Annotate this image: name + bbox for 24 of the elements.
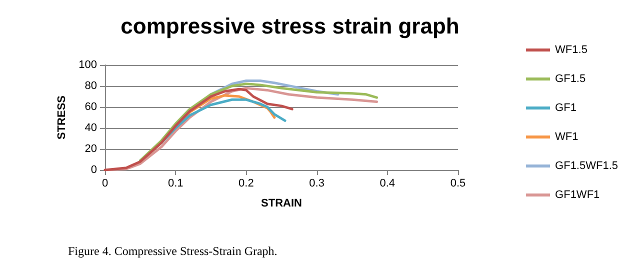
x-tick-label: 0 [102,178,108,190]
x-tick-label: 0.4 [380,178,396,190]
y-tick-label: 40 [84,122,97,134]
x-tick-label: 0.5 [450,178,466,190]
x-tick-label: 0.3 [309,178,324,190]
legend-label: GF1WF1 [555,189,600,201]
legend-label: GF1 [555,102,576,114]
chart-title: compressive stress strain graph [120,14,460,38]
y-axis-title: STRESS [56,95,68,140]
legend-label: GF1.5 [555,73,586,85]
caption: Figure 4. Compressive Stress-Strain Graph. [68,244,278,259]
y-tick-label: 80 [84,80,97,92]
y-tick-label: 20 [84,143,97,155]
legend-label: WF1.5 [555,44,588,56]
line-series [104,88,294,172]
legend-label: WF1 [555,131,578,143]
x-tick-label: 0.2 [238,178,254,190]
y-tick-label: 100 [78,59,97,71]
line-series [139,82,378,162]
x-axis-title: STRAIN [261,198,302,210]
legend-label: GF1.5WF1.5 [555,160,618,172]
y-tick-label: 0 [90,164,97,176]
y-tick-label: 60 [84,101,97,113]
x-tick-label: 0.1 [168,178,184,190]
